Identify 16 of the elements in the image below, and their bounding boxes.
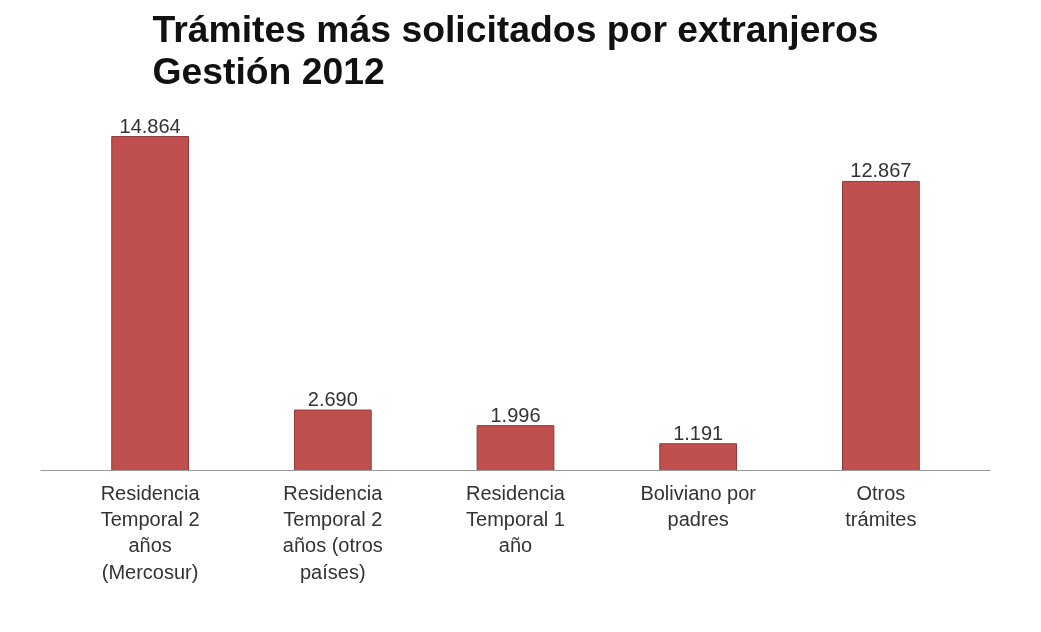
data-label: 1.191: [673, 421, 724, 444]
x-tick-label: Residencia Temporal 1 año: [466, 481, 566, 557]
x-tick-label: Residencia Temporal 2 años (Mercosur): [100, 481, 201, 583]
bar: [476, 425, 555, 471]
bar: [842, 180, 920, 471]
chart-title: Trámites más solicitados por extranjeros Gestión 2012: [152, 7, 879, 92]
bar: [111, 136, 189, 471]
x-tick-label: Otros trámites: [845, 481, 917, 530]
data-label: 12.867: [850, 159, 912, 182]
data-label: 14.864: [119, 114, 181, 137]
data-label: 1.996: [490, 403, 541, 426]
bar: [293, 409, 372, 471]
data-label: 2.690: [307, 388, 358, 411]
x-tick-label: Boliviano por padres: [640, 481, 757, 530]
bar: [659, 443, 738, 471]
x-tick-label: Residencia Temporal 2 años (otros países): [282, 481, 384, 583]
